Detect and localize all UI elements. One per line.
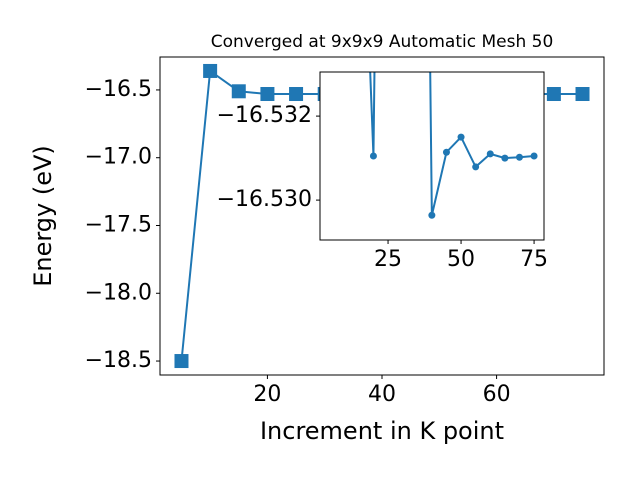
marker (530, 152, 538, 160)
x-tick-label: 50 (447, 247, 475, 272)
y-axis-label: Energy (eV) (29, 145, 57, 287)
marker (231, 84, 246, 99)
chart-title: Converged at 9x9x9 Automatic Mesh 50 (211, 32, 554, 52)
y-tick-label: −16.532 (217, 103, 312, 128)
y-tick-label: −17.5 (85, 212, 152, 237)
y-tick-label: −18.0 (85, 280, 152, 305)
x-tick-label: 20 (253, 382, 281, 407)
x-tick-label: 25 (374, 247, 402, 272)
marker (203, 63, 218, 78)
y-tick-label: −18.5 (85, 348, 152, 373)
marker (369, 152, 377, 160)
axes-frame (319, 71, 545, 241)
marker (546, 87, 561, 102)
marker (457, 133, 465, 141)
x-tick-label: 40 (368, 382, 396, 407)
marker (289, 87, 304, 102)
marker (501, 154, 509, 162)
marker (486, 150, 494, 158)
marker (442, 148, 450, 156)
x-axis-label: Increment in K point (260, 417, 504, 445)
marker (260, 87, 275, 102)
x-tick-label: 60 (483, 382, 511, 407)
marker (472, 163, 480, 171)
x-tick-label: 75 (520, 247, 548, 272)
marker (174, 354, 189, 369)
y-tick-label: −16.530 (217, 187, 312, 212)
y-tick-label: −16.5 (85, 77, 152, 102)
plot-area (369, 72, 538, 219)
marker (575, 87, 590, 102)
marker (428, 211, 436, 219)
y-tick-label: −17.0 (85, 145, 152, 170)
marker (515, 153, 523, 161)
